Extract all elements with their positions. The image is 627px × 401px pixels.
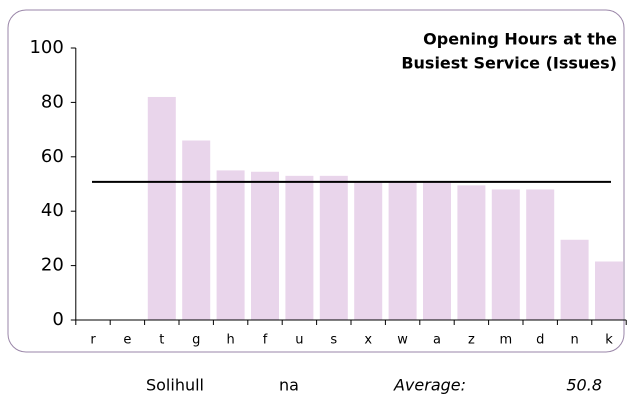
- x-tick-label: a: [433, 333, 441, 348]
- chart-title: Busiest Service (Issues): [401, 54, 617, 73]
- bar: [354, 181, 383, 320]
- footer-average-value: 50.8: [566, 376, 602, 395]
- y-tick-label: 80: [41, 91, 64, 112]
- y-tick-label: 100: [29, 37, 63, 58]
- x-tick-label: t: [159, 333, 164, 348]
- bar: [216, 170, 245, 320]
- x-tick-label: m: [499, 333, 512, 348]
- bar: [491, 189, 520, 320]
- x-tick-label: w: [397, 333, 408, 348]
- x-tick-label: s: [330, 333, 337, 348]
- footer-value: na: [279, 376, 299, 395]
- x-tick-label: u: [295, 333, 303, 348]
- y-tick-label: 60: [41, 146, 64, 167]
- x-tick-label: d: [536, 333, 544, 348]
- bar: [182, 140, 211, 320]
- bar: [560, 239, 589, 320]
- x-tick-label: g: [192, 333, 200, 348]
- bar: [251, 171, 279, 320]
- bar: [147, 96, 176, 321]
- x-tick-label: r: [90, 333, 96, 348]
- y-tick-label: 40: [41, 200, 64, 221]
- footer-name: Solihull: [146, 376, 204, 395]
- bar: [423, 181, 451, 320]
- bar: [526, 189, 555, 320]
- x-tick-label: e: [123, 333, 131, 348]
- x-tick-label: x: [364, 333, 372, 348]
- x-tick-label: n: [570, 333, 578, 348]
- y-tick-label: 20: [41, 255, 64, 276]
- footer-average-label: Average:: [393, 376, 466, 395]
- y-tick-label: 0: [52, 309, 63, 330]
- x-tick-label: z: [468, 333, 475, 348]
- chart-title: Opening Hours at the: [423, 30, 617, 49]
- x-tick-label: k: [605, 333, 613, 348]
- bar: [457, 185, 486, 320]
- bar: [285, 175, 314, 320]
- x-tick-label: h: [226, 333, 234, 348]
- x-tick-label: f: [263, 333, 268, 348]
- bar: [595, 261, 623, 320]
- bar: [388, 181, 417, 320]
- bar: [319, 175, 348, 320]
